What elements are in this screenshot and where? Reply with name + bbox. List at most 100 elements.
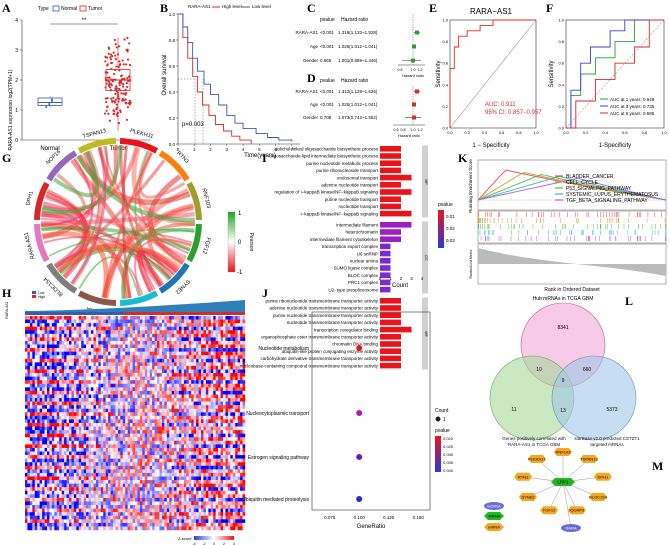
heatmap-cell	[213, 455, 216, 459]
heatmap-cell	[113, 366, 116, 370]
heatmap-cell	[155, 459, 158, 463]
heatmap-cell	[96, 327, 99, 331]
heatmap-cell	[167, 469, 170, 473]
heatmap-cell	[128, 434, 131, 438]
heatmap-cell	[69, 370, 72, 374]
heatmap-cell	[135, 387, 138, 391]
heatmap-cell	[103, 370, 106, 374]
heatmap-cell	[184, 412, 187, 416]
heatmap-cell	[101, 316, 104, 320]
heatmap-cell	[40, 459, 43, 463]
heatmap-cell	[84, 398, 87, 402]
heatmap-cell	[177, 484, 180, 488]
heatmap-cell	[62, 423, 65, 427]
heatmap-cell	[49, 377, 52, 381]
heatmap-cell	[120, 477, 123, 481]
tumor-point	[119, 84, 121, 86]
heatmap-cell	[218, 423, 221, 427]
heatmap-cell	[147, 452, 150, 456]
heatmap-cell	[225, 477, 228, 481]
heatmap-cell	[240, 484, 243, 488]
heatmap-cell	[206, 448, 209, 452]
heatmap-cell	[142, 370, 145, 374]
heatmap-cell	[189, 380, 192, 384]
heatmap-cell	[86, 434, 89, 438]
heatmap-cell	[86, 405, 89, 409]
heatmap-cell	[45, 337, 48, 341]
heatmap-cell	[211, 373, 214, 377]
heatmap-cell	[150, 409, 153, 413]
heatmap-cell	[167, 341, 170, 345]
heatmap-cell	[147, 345, 150, 349]
heatmap-cell	[57, 444, 60, 448]
heatmap-cell	[159, 387, 162, 391]
heatmap-cell	[101, 377, 104, 381]
heatmap-cell	[123, 316, 126, 320]
heatmap-cell	[57, 359, 60, 363]
heatmap-cell	[81, 434, 84, 438]
heatmap-cell	[169, 316, 172, 320]
heatmap-cell	[40, 398, 43, 402]
heatmap-cell	[120, 491, 123, 495]
heatmap-cell	[79, 455, 82, 459]
heatmap-cell	[184, 323, 187, 327]
heatmap-cell	[89, 462, 92, 466]
heatmap-cell	[174, 434, 177, 438]
heatmap-cell	[130, 452, 133, 456]
heatmap-cell	[103, 327, 106, 331]
heatmap-cell	[233, 384, 236, 388]
heatmap-cell	[135, 391, 138, 395]
heatmap-cell	[208, 416, 211, 420]
tumor-point	[112, 79, 114, 81]
heatmap-cell	[67, 487, 70, 491]
heatmap-cell	[137, 462, 140, 466]
panel-b-legend-high: High level	[222, 4, 242, 9]
forest-tick-label: 1.2	[417, 68, 422, 72]
heatmap-cell	[206, 394, 209, 398]
heatmap-cell	[76, 448, 79, 452]
heatmap-cell	[101, 323, 104, 327]
heatmap-cell	[238, 480, 241, 484]
heatmap-cell	[30, 405, 33, 409]
heatmap-cell	[27, 419, 30, 423]
heatmap-cell	[96, 334, 99, 338]
heatmap-cell	[135, 487, 138, 491]
heatmap-cell	[213, 412, 216, 416]
heatmap-cell	[162, 387, 165, 391]
heatmap-cell	[137, 434, 140, 438]
heatmap-cell	[157, 320, 160, 324]
heatmap-cell	[191, 427, 194, 431]
heatmap-cell	[76, 316, 79, 320]
heatmap-cell	[123, 452, 126, 456]
heatmap-cell	[47, 359, 50, 363]
panel-b-xtick-label: 1	[193, 147, 196, 152]
heatmap-cell	[145, 491, 148, 495]
heatmap-cell	[84, 355, 87, 359]
heatmap-cell	[201, 320, 204, 324]
heatmap-cell	[93, 373, 96, 377]
heatmap-cell	[203, 477, 206, 481]
heatmap-cell	[179, 434, 182, 438]
heatmap-cell	[71, 316, 74, 320]
heatmap-cell	[186, 477, 189, 481]
heatmap-cell	[81, 370, 84, 374]
heatmap-cell	[137, 444, 140, 448]
heatmap-cell	[142, 434, 145, 438]
heatmap-cell	[120, 459, 123, 463]
heatmap-cell	[218, 362, 221, 366]
heatmap-cell	[106, 334, 109, 338]
heatmap-cell	[223, 348, 226, 352]
heatmap-cell	[40, 402, 43, 406]
heatmap-cell	[213, 427, 216, 431]
heatmap-cell	[189, 330, 192, 334]
heatmap-cell	[54, 448, 57, 452]
heatmap-cell	[228, 398, 231, 402]
heatmap-cell	[221, 430, 224, 434]
heatmap-cell	[230, 477, 233, 481]
heatmap-cell	[167, 477, 170, 481]
heatmap-cell	[177, 448, 180, 452]
tumor-point	[105, 101, 107, 103]
heatmap-cell	[69, 412, 72, 416]
heatmap-cell	[162, 377, 165, 381]
tumor-point	[106, 79, 108, 81]
